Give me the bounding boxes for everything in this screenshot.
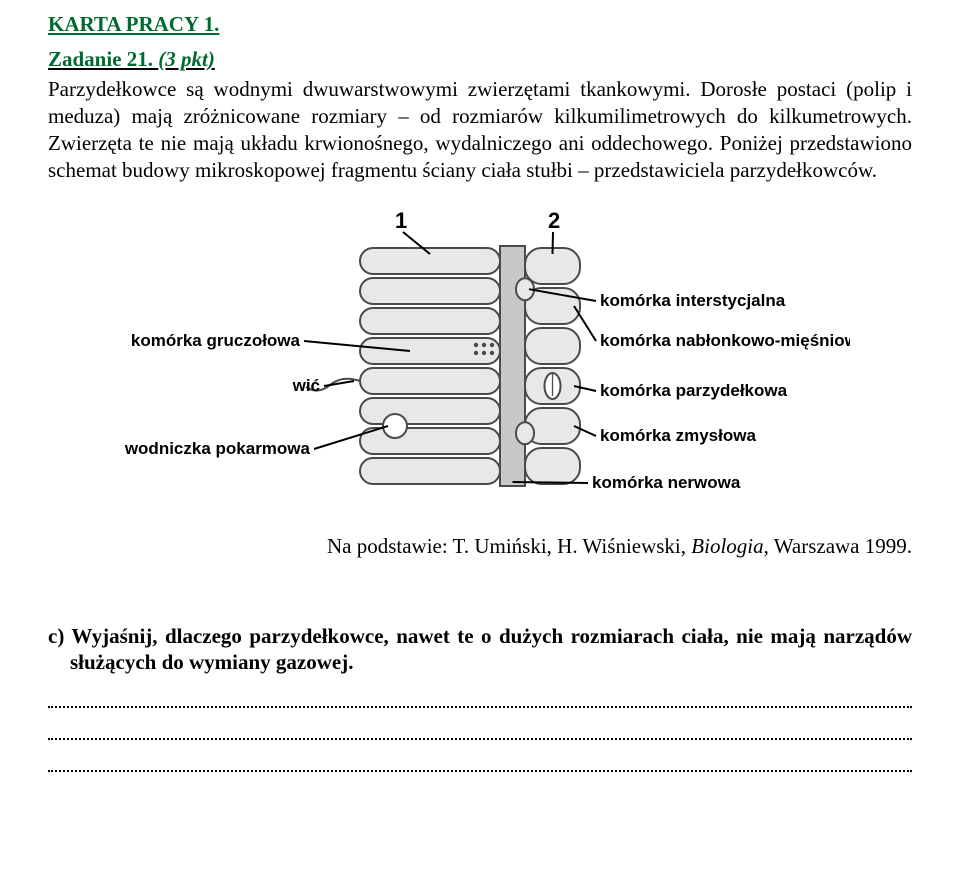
svg-text:2: 2 xyxy=(548,208,560,233)
source-work: Biologia xyxy=(691,534,763,558)
source-line: Na podstawie: T. Umiński, H. Wiśniewski,… xyxy=(48,534,912,559)
answer-line-1 xyxy=(48,706,912,708)
svg-text:wić: wić xyxy=(292,376,320,395)
question-c: c) Wyjaśnij, dlaczego parzydełkowce, naw… xyxy=(48,623,912,677)
svg-text:komórka gruczołowa: komórka gruczołowa xyxy=(131,331,301,350)
task-heading: Zadanie 21. (3 pkt) xyxy=(48,47,912,72)
worksheet-title: KARTA PRACY 1. xyxy=(48,12,912,37)
task-paragraph: Parzydełkowce są wodnymi dwuwarstwowymi … xyxy=(48,76,912,184)
answer-line-3 xyxy=(48,770,912,772)
question-c-text: c) Wyjaśnij, dlaczego parzydełkowce, naw… xyxy=(48,623,912,677)
svg-text:komórka nerwowa: komórka nerwowa xyxy=(592,473,741,492)
task-points: (3 pkt) xyxy=(158,47,215,71)
task-number: Zadanie 21. xyxy=(48,47,153,71)
svg-text:wodniczka pokarmowa: wodniczka pokarmowa xyxy=(124,439,311,458)
svg-text:1: 1 xyxy=(395,208,407,233)
svg-text:komórka zmysłowa: komórka zmysłowa xyxy=(600,426,756,445)
source-prefix: Na podstawie: T. Umiński, H. Wiśniewski, xyxy=(327,534,691,558)
question-block: c) Wyjaśnij, dlaczego parzydełkowce, naw… xyxy=(48,623,912,773)
svg-text:komórka interstycjalna: komórka interstycjalna xyxy=(600,291,786,310)
tissue-diagram: 1 2 komórka gruczołowa wić wodniczka pokarmo… xyxy=(110,206,850,526)
diagram-svg: 1 2 komórka gruczołowa wić wodniczka pokarmo… xyxy=(110,206,850,526)
source-suffix: , Warszawa 1999. xyxy=(764,534,912,558)
svg-text:komórka parzydełkowa: komórka parzydełkowa xyxy=(600,381,788,400)
svg-text:komórka nabłonkowo-mięśniowa: komórka nabłonkowo-mięśniowa xyxy=(600,331,850,350)
answer-line-2 xyxy=(48,738,912,740)
